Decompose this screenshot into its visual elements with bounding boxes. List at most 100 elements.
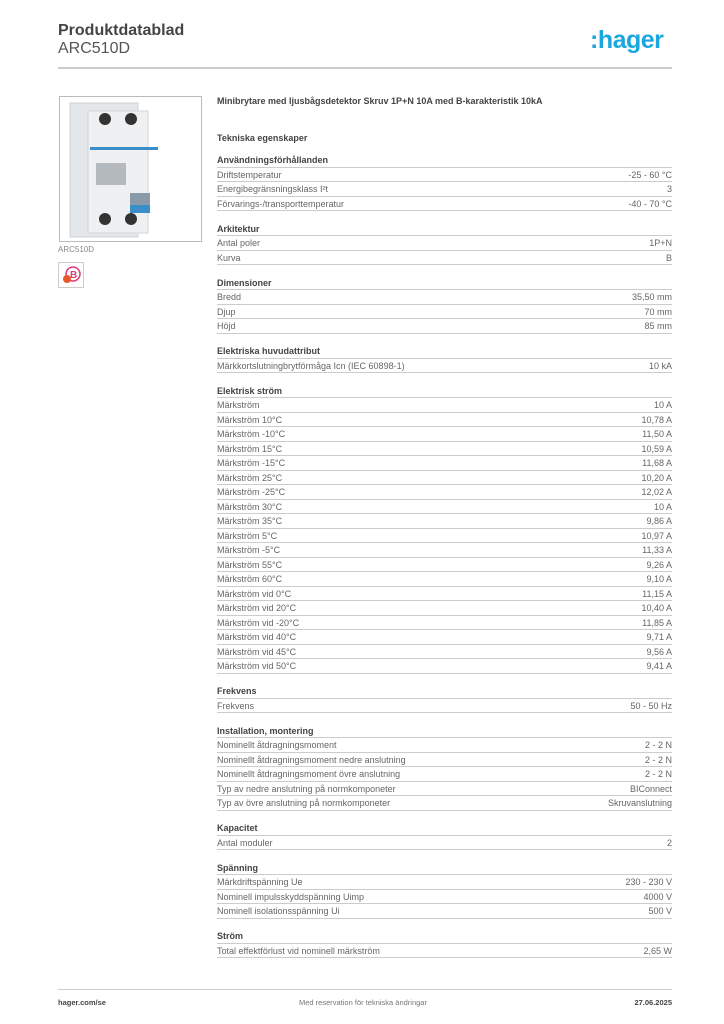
- spec-label: Typ av nedre anslutning på normkomponete…: [217, 783, 396, 794]
- spec-row: Nominell isolationsspänning Ui 500 V: [217, 904, 672, 919]
- spec-row: Förvarings-/transporttemperatur -40 - 70 …: [217, 197, 672, 211]
- spec-row: Märkström -15°C 11,68 A: [217, 456, 672, 471]
- spec-row: Frekvens 50 - 50 Hz: [217, 699, 672, 713]
- spec-row: Typ av övre anslutning på normkomponeter…: [217, 796, 672, 811]
- spec-value: 10,59 A: [641, 443, 672, 454]
- spec-label: Märkström -25°C: [217, 487, 286, 497]
- spec-label: Märkdriftspänning Ue: [217, 877, 303, 887]
- spec-row: Märkdriftspänning Ue 230 - 230 V: [217, 875, 672, 890]
- spec-row: Höjd 85 mm: [217, 319, 672, 334]
- section-heading: Frekvens: [217, 684, 672, 699]
- spec-label: Bredd: [217, 292, 242, 302]
- spec-section: Spänning Märkdriftspänning Ue 230 - 230 V N…: [217, 861, 672, 919]
- spec-row: Märkström -25°C 12,02 A: [217, 485, 672, 500]
- spec-value: 9,71 A: [646, 632, 672, 642]
- spec-value: 10,78 A: [641, 414, 672, 425]
- spec-row: Typ av nedre anslutning på normkomponete…: [217, 782, 672, 796]
- spec-label: Märkström 60°C: [217, 574, 283, 584]
- spec-value: 11,50 A: [642, 429, 672, 439]
- spec-label: Märkström 30°C: [217, 501, 283, 512]
- spec-value: 10 A: [653, 400, 672, 410]
- spec-label: Typ av övre anslutning på normkomponeter: [217, 798, 391, 808]
- spec-value: -25 - 60 °C: [628, 169, 672, 180]
- section-heading: Elektriska huvudattribut: [217, 344, 672, 359]
- section-heading: Ström: [217, 929, 672, 944]
- spec-value: 2 - 2 N: [644, 754, 672, 765]
- spec-section: Installation, montering Nominellt åtdragn…: [217, 724, 672, 811]
- spec-value: 3: [666, 184, 672, 194]
- spec-value: 4000 V: [643, 891, 672, 902]
- spec-label: Höjd: [217, 321, 236, 331]
- spec-value: 1P+N: [649, 238, 672, 248]
- spec-row: Märkström vid 0°C 11,15 A: [217, 587, 672, 601]
- spec-row: Märkström 10 A: [217, 398, 672, 413]
- spec-value: B: [665, 252, 672, 263]
- spec-section: Elektrisk ström Märkström 10 A Märkström 10…: [217, 384, 672, 674]
- spec-row: Nominellt åtdragningsmoment övre anslutn…: [217, 767, 672, 782]
- spec-value: 9,41 A: [646, 661, 672, 671]
- footer-website[interactable]: hager.com/se: [58, 998, 106, 1007]
- spec-row: Kurva B: [217, 251, 672, 265]
- spec-row: Märkström vid 40°C 9,71 A: [217, 630, 672, 645]
- spec-value: 2 - 2 N: [644, 740, 672, 750]
- spec-value: 50 - 50 Hz: [630, 700, 672, 711]
- spec-label: Märkström vid 20°C: [217, 603, 297, 613]
- spec-value: 230 - 230 V: [625, 877, 672, 887]
- spec-label: Märkström 25°C: [217, 472, 283, 483]
- spec-value: 9,56 A: [646, 646, 672, 657]
- spec-label: Märkström -5°C: [217, 545, 281, 555]
- spec-value: 70 mm: [644, 306, 672, 317]
- spec-row: Nominell impulsskyddspänning Uimp 4000 V: [217, 890, 672, 904]
- spec-label: Märkström vid 45°C: [217, 646, 297, 657]
- spec-label: Märkkortslutningbrytförmåga Icn (IEC 608…: [217, 360, 405, 371]
- spec-value: Skruvanslutning: [607, 798, 672, 808]
- hager-logo: :hager: [590, 26, 664, 54]
- section-heading: Installation, montering: [217, 724, 672, 738]
- spec-label: Energibegränsningsklass I²t: [217, 184, 329, 194]
- spec-section: Ström Total effektförlust vid nominell mä…: [217, 929, 672, 958]
- spec-row: Total effektförlust vid nominell märkstr…: [217, 944, 672, 958]
- spec-row: Märkström 25°C 10,20 A: [217, 471, 672, 485]
- spec-row: Bredd 35,50 mm: [217, 290, 672, 305]
- spec-row: Märkström vid 45°C 9,56 A: [217, 645, 672, 659]
- spec-row: Antal moduler 2: [217, 836, 672, 850]
- spec-sections: Användningsförhållanden Driftstemperatur -…: [217, 153, 672, 969]
- section-heading: Spänning: [217, 861, 672, 875]
- spec-label: Märkström vid 40°C: [217, 632, 297, 642]
- spec-label: Antal poler: [217, 238, 261, 248]
- spec-row: Märkström 55°C 9,26 A: [217, 558, 672, 572]
- spec-value: 2: [666, 837, 672, 848]
- header-divider: [58, 67, 672, 69]
- spec-section: Dimensioner Bredd 35,50 mm Djup 70 mm Höjd 85 …: [217, 276, 672, 334]
- spec-value: 9,26 A: [646, 559, 672, 570]
- spec-value: BIConnect: [629, 783, 672, 794]
- spec-value: 11,33 A: [642, 545, 672, 555]
- spec-label: Märkström -10°C: [217, 429, 286, 439]
- spec-row: Nominellt åtdragningsmoment nedre anslut…: [217, 753, 672, 767]
- spec-label: Märkström vid 50°C: [217, 661, 297, 671]
- spec-value: 500 V: [648, 906, 672, 916]
- spec-value: 2,65 W: [643, 945, 672, 956]
- spec-label: Märkström vid -20°C: [217, 617, 300, 628]
- spec-value: 10,20 A: [641, 472, 672, 483]
- spec-section: Frekvens Frekvens 50 - 50 Hz: [217, 684, 672, 713]
- spec-label: Nominellt åtdragningsmoment nedre anslut…: [217, 754, 406, 765]
- spec-label: Märkström 10°C: [217, 414, 283, 425]
- section-heading: Kapacitet: [217, 821, 672, 836]
- spec-label: Total effektförlust vid nominell märkstr…: [217, 945, 380, 956]
- spec-row: Antal poler 1P+N: [217, 236, 672, 251]
- spec-row: Energibegränsningsklass I²t 3: [217, 182, 672, 197]
- spec-section: Användningsförhållanden Driftstemperatur -…: [217, 153, 672, 211]
- spec-label: Märkström 15°C: [217, 443, 283, 454]
- spec-value: 2 - 2 N: [644, 769, 672, 779]
- image-caption: ARC510D: [58, 245, 95, 254]
- spec-label: Förvarings-/transporttemperatur: [217, 198, 345, 209]
- spec-value: 11,15 A: [642, 588, 672, 599]
- footer-date: 27.06.2025: [634, 998, 672, 1007]
- product-code: ARC510D: [58, 40, 131, 57]
- spec-value: 12,02 A: [641, 487, 672, 497]
- spec-row: Märkström 60°C 9,10 A: [217, 572, 672, 587]
- spec-label: Märkström: [217, 400, 260, 410]
- spec-row: Märkström 15°C 10,59 A: [217, 442, 672, 456]
- spec-value: 10 kA: [648, 360, 672, 371]
